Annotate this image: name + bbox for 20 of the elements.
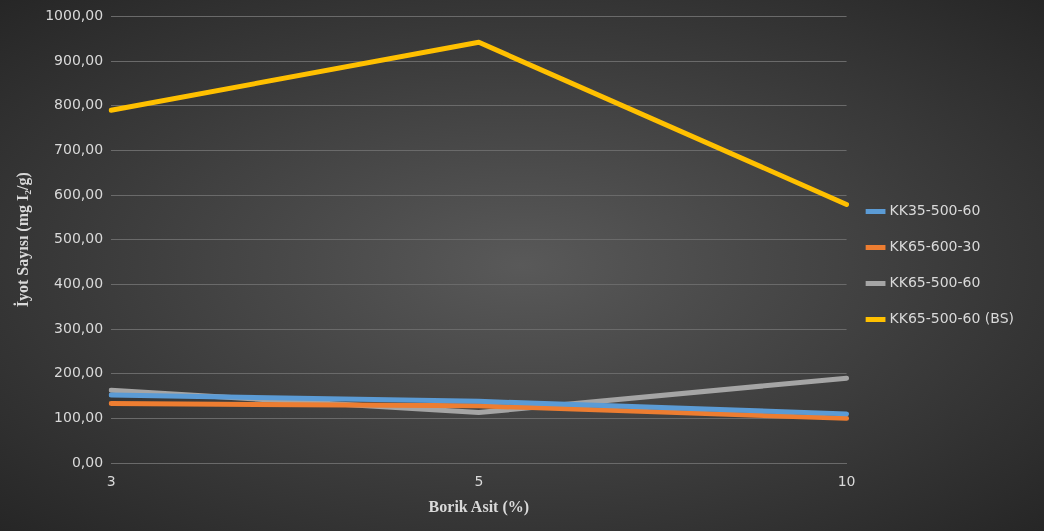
y-tick-label: 900,00 [54,51,104,68]
y-tick-label: 0,00 [71,453,104,470]
x-tick-label: 5 [474,473,484,490]
legend-label: KK65-500-60 [889,274,981,291]
y-tick-label: 100,00 [54,408,104,425]
y-tick-label: 200,00 [54,364,104,381]
y-tick-label: 700,00 [54,141,104,158]
y-tick-label: 1000,00 [45,7,104,24]
y-tick-label: 600,00 [54,185,104,202]
x-axis-title: Borik Asit (%) [428,497,530,516]
legend-label: KK35-500-60 [889,202,981,219]
y-tick-label: 800,00 [54,96,104,113]
y-tick-label: 400,00 [54,275,104,291]
x-tick-label: 10 [837,473,856,490]
y-tick-label: 500,00 [54,230,104,247]
y-tick-label: 300,00 [54,319,104,336]
y-axis-title: İyot Sayısı (mg I₂/g) [12,172,32,308]
legend-label: KK65-500-60 (BS) [889,310,1014,327]
legend-label: KK65-600-30 [889,238,981,255]
x-tick-label: 3 [106,473,116,490]
